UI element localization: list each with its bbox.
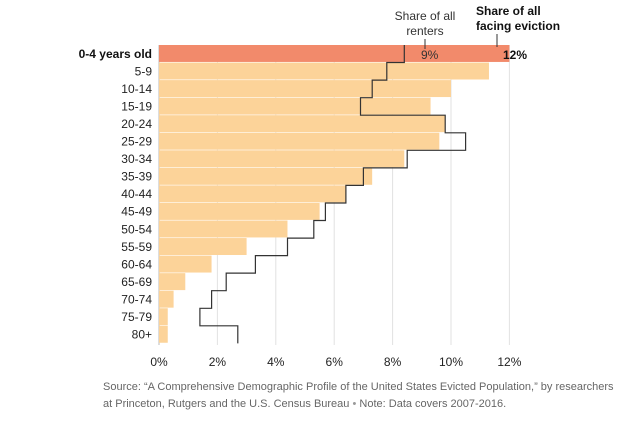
category-label: 30-34 [121, 152, 152, 166]
bar [159, 150, 405, 168]
bar [159, 62, 489, 80]
bar [159, 132, 440, 150]
renters-line [199, 45, 467, 344]
x-tick-label: 12% [497, 355, 521, 369]
category-label: 45-49 [121, 205, 152, 219]
bar [159, 290, 174, 308]
bar [159, 80, 451, 98]
category-labels: 0-4 years old 5-9 10-14 15-19 20-24 25-29 30-3… [79, 47, 153, 342]
bar [159, 325, 168, 343]
bar [159, 308, 168, 326]
x-tick-label: 0% [150, 355, 168, 369]
source-text: Source: “A Comprehensive Demographic Pro… [103, 381, 614, 410]
category-label: 15-19 [121, 99, 152, 113]
category-label: 60-64 [121, 257, 152, 271]
renters-legend: Share of all renters [395, 9, 456, 49]
x-tick-label: 6% [326, 355, 344, 369]
bar [159, 97, 431, 115]
renters-legend-line2: renters [406, 24, 443, 38]
x-tick-label: 2% [209, 355, 227, 369]
x-axis-ticks: 0% 2% 4% 6% 8% 10% 12% [150, 355, 521, 369]
category-label: 70-74 [121, 292, 152, 306]
bar [159, 115, 446, 133]
eviction-age-chart: 0-4 years old 5-9 10-14 15-19 20-24 25-29 30-3… [79, 4, 560, 369]
category-label: 55-59 [121, 240, 152, 254]
bar [159, 202, 320, 220]
category-label: 35-39 [121, 170, 152, 184]
category-label: 20-24 [121, 117, 152, 131]
bar [159, 167, 373, 185]
source-note: Source: “A Comprehensive Demographic Pro… [103, 379, 623, 413]
category-label: 80+ [132, 328, 152, 342]
x-tick-label: 4% [267, 355, 285, 369]
bar [159, 185, 346, 203]
renters-legend-line1: Share of all [395, 9, 456, 23]
category-label: 50-54 [121, 222, 152, 236]
first-bar-eviction-label: 12% [503, 48, 527, 62]
category-label: 65-69 [121, 275, 152, 289]
x-tick-label: 8% [384, 355, 402, 369]
bar [159, 255, 212, 273]
first-bar-renters-label: 9% [421, 48, 439, 62]
bar [159, 220, 288, 238]
category-label: 40-44 [121, 187, 152, 201]
eviction-legend: Share of all facing eviction [476, 4, 560, 47]
eviction-legend-line2: facing eviction [476, 19, 560, 33]
bar [159, 45, 510, 62]
bar [159, 238, 247, 255]
eviction-legend-line1: Share of all [476, 4, 541, 18]
bar [159, 273, 186, 291]
category-label: 75-79 [121, 310, 152, 324]
source-separator: • [352, 398, 357, 410]
category-label: 5-9 [135, 64, 153, 78]
category-label: 10-14 [121, 82, 152, 96]
x-tick-label: 10% [439, 355, 463, 369]
eviction-bars [159, 45, 510, 343]
category-label: 25-29 [121, 135, 152, 149]
data-note: Note: Data covers 2007-2016. [359, 398, 507, 410]
renters-step-line [199, 45, 467, 344]
category-label: 0-4 years old [79, 47, 152, 61]
